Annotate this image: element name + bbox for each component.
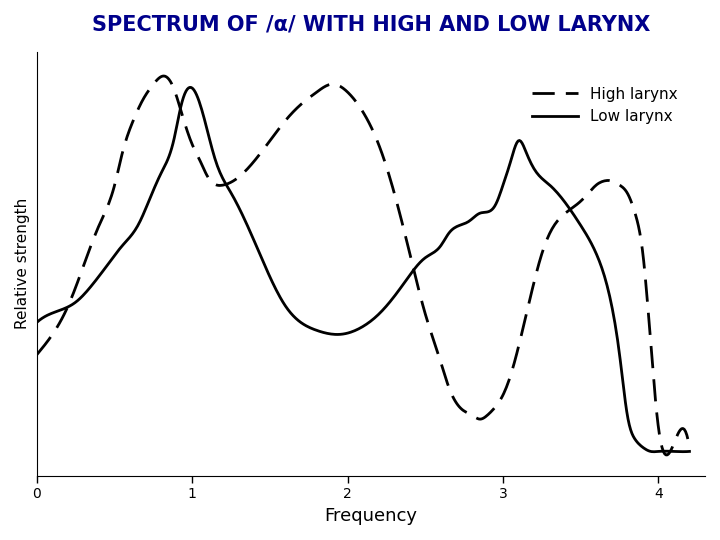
High larynx [423,315,431,322]
Y-axis label: Relative strength: Relative strength [15,198,30,329]
Low larynx [685,448,694,455]
High larynx [344,90,353,96]
Low larynx [344,330,353,336]
High larynx [387,179,395,186]
Low larynx [32,319,41,326]
Title: SPECTRUM OF /α/ WITH HIGH AND LOW LARYNX: SPECTRUM OF /α/ WITH HIGH AND LOW LARYNX [91,15,650,35]
Low larynx [348,328,356,335]
High larynx [662,451,670,458]
High larynx [685,444,694,450]
Line: Low larynx: Low larynx [37,87,690,452]
High larynx [159,73,168,79]
Low larynx [423,254,431,260]
Low larynx [569,211,577,217]
Low larynx [650,449,659,455]
High larynx [32,352,41,358]
High larynx [672,434,680,441]
Legend: High larynx, Low larynx: High larynx, Low larynx [526,80,684,131]
Low larynx [186,84,194,91]
High larynx [569,204,577,211]
High larynx [348,93,356,100]
Low larynx [387,297,395,303]
Low larynx [672,448,680,455]
Line: High larynx: High larynx [37,76,690,455]
X-axis label: Frequency: Frequency [325,507,418,525]
